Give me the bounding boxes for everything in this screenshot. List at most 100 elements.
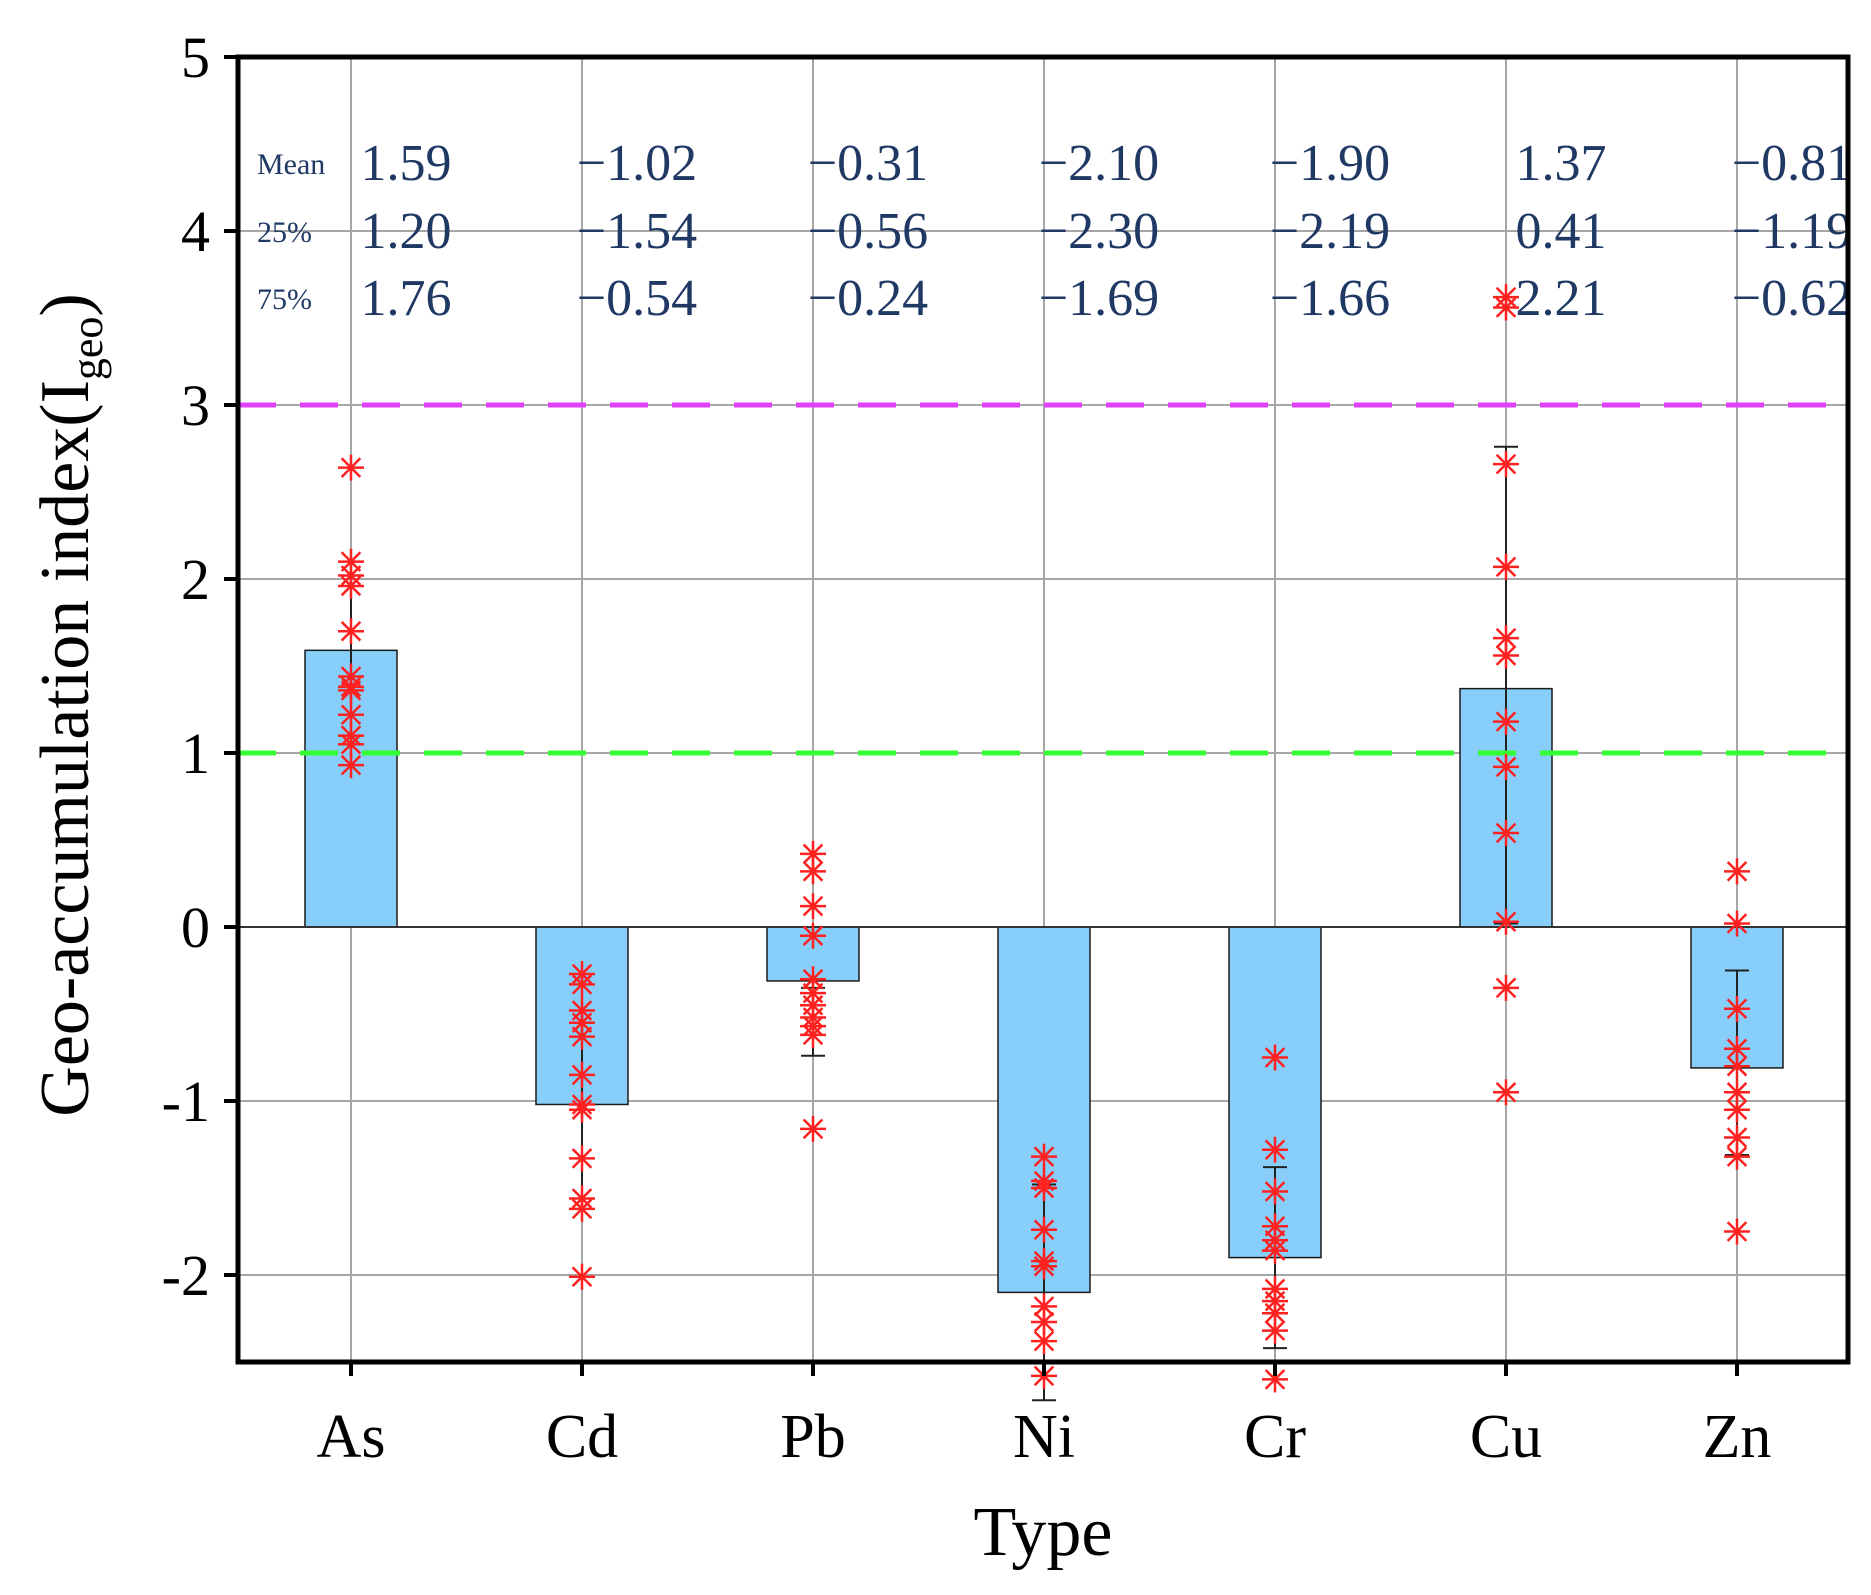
data-point-cu [1493, 1079, 1519, 1106]
point-stroke [1264, 1320, 1286, 1341]
point-stroke [802, 861, 824, 882]
y-tick-label: -2 [162, 1243, 210, 1308]
data-point-cu [1493, 908, 1519, 935]
point-stroke [1495, 627, 1517, 649]
point-stroke [1495, 1082, 1517, 1103]
data-point-as [338, 677, 364, 704]
point-stroke [340, 754, 362, 776]
stat-mean-cr: −1.90 [1270, 135, 1390, 192]
point-stroke [340, 704, 362, 725]
point-stroke [1495, 822, 1517, 844]
data-point-cu [1493, 708, 1519, 735]
point-stroke [571, 974, 593, 995]
stat-mean-as: 1.59 [361, 135, 452, 192]
point-stroke [1726, 1082, 1748, 1103]
data-point-pb [800, 893, 826, 920]
data-point-cd [569, 1145, 595, 1172]
stat-mean-ni: −2.10 [1039, 135, 1159, 192]
x-tick-label-pb: Pb [780, 1403, 845, 1471]
data-point-cd [569, 971, 595, 998]
point-stroke [802, 843, 824, 865]
data-point-cu [1493, 294, 1519, 321]
y-tick-label: 0 [181, 895, 210, 960]
point-stroke [802, 895, 824, 917]
point-stroke [1495, 645, 1517, 666]
data-point-cu [1493, 553, 1519, 580]
data-point-zn [1724, 1218, 1750, 1245]
point-stroke [1495, 297, 1517, 318]
data-point-ni [1031, 1328, 1057, 1355]
point-stroke [571, 1064, 593, 1086]
data-point-pb [800, 922, 826, 949]
data-point-cr [1262, 1178, 1288, 1205]
stat-25-percent-ni: −2.30 [1039, 203, 1159, 260]
point-stroke [1726, 998, 1748, 1020]
x-tick-label-cr: Cr [1244, 1403, 1306, 1471]
point-stroke [1495, 556, 1517, 578]
data-point-cr [1262, 1317, 1288, 1344]
data-point-cd [569, 1061, 595, 1088]
point-stroke [340, 620, 362, 642]
data-point-pb [800, 1021, 826, 1048]
stat-label-75-percent: 75% [257, 283, 312, 316]
point-stroke [1264, 1369, 1286, 1390]
y-tick-label: 4 [181, 199, 210, 264]
data-point-pb [800, 858, 826, 885]
stat-75-percent-ni: −1.69 [1039, 270, 1159, 327]
bar-ni [997, 926, 1091, 1294]
data-point-cr [1262, 1136, 1288, 1163]
data-point-cr [1262, 1300, 1288, 1327]
data-point-zn [1724, 1143, 1750, 1170]
point-stroke [1495, 756, 1517, 778]
stat-75-percent-pb: −0.24 [808, 270, 928, 327]
point-stroke [340, 734, 362, 755]
point-stroke [1033, 1146, 1055, 1167]
point-stroke [571, 1026, 593, 1047]
y-axis-title: Geo-accumulation index(Igeo) [27, 293, 112, 1116]
data-point-ni [1031, 1308, 1057, 1335]
data-point-cu [1493, 642, 1519, 669]
data-point-cd [569, 1263, 595, 1290]
point-stroke [571, 1099, 593, 1120]
point-stroke [1495, 911, 1517, 933]
point-stroke [1033, 1311, 1055, 1333]
stat-25-percent-pb: −0.56 [808, 203, 928, 260]
y-tick-label: 1 [181, 721, 210, 786]
point-stroke [802, 925, 824, 946]
point-stroke [1726, 1221, 1748, 1242]
y-tick-label: -1 [162, 1069, 210, 1134]
point-stroke [1033, 1296, 1055, 1317]
point-stroke [1495, 711, 1517, 732]
point-stroke [571, 1198, 593, 1220]
point-stroke [1264, 1240, 1286, 1261]
data-point-zn [1724, 910, 1750, 937]
point-stroke [1264, 1181, 1286, 1202]
point-stroke [340, 457, 362, 478]
data-point-zn [1724, 858, 1750, 885]
point-stroke [802, 1024, 824, 1046]
point-stroke [571, 1266, 593, 1287]
stat-25-percent-cd: −1.54 [577, 203, 697, 260]
point-stroke [1726, 861, 1748, 882]
y-tick-label: 5 [181, 25, 210, 90]
stat-25-percent-zn: −1.19 [1732, 203, 1852, 260]
point-stroke [1726, 1127, 1748, 1148]
data-point-zn [1724, 1096, 1750, 1123]
y-tick-label: 2 [181, 547, 210, 612]
point-stroke [1726, 1099, 1748, 1120]
scatter-points [338, 284, 1750, 1393]
stat-25-percent-cr: −2.19 [1270, 203, 1390, 260]
data-point-cu [1493, 820, 1519, 847]
stat-25-percent-cu: 0.41 [1516, 203, 1607, 260]
point-stroke [1726, 1055, 1748, 1077]
data-point-ni [1031, 1175, 1057, 1201]
x-tick-label-as: As [317, 1403, 386, 1471]
data-point-cr [1262, 1237, 1288, 1264]
stat-25-percent-as: 1.20 [361, 203, 452, 260]
y-tick-label: 3 [181, 373, 210, 438]
point-stroke [1033, 1219, 1055, 1241]
point-stroke [1726, 1146, 1748, 1167]
stat-label-mean: Mean [257, 148, 325, 181]
stat-label-25-percent: 25% [257, 216, 312, 249]
